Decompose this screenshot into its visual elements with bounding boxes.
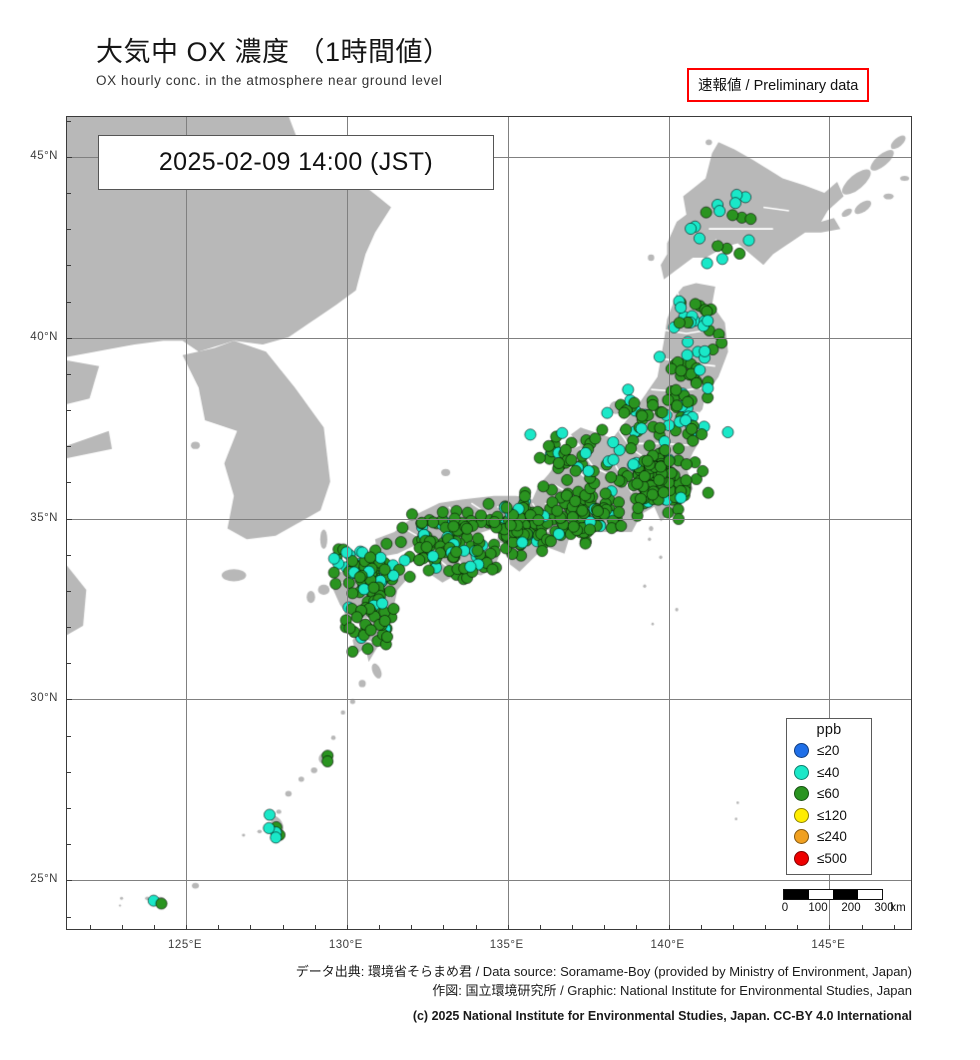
scale-bar-track [783,889,883,900]
axis-label-latitude: 40°N [30,330,58,343]
legend-item-label: ≤500 [817,850,847,866]
scale-bar-segment [784,890,809,899]
axis-label-latitude: 35°N [30,511,58,524]
scale-bar-label: 100 [808,902,828,914]
map-canvas[interactable] [67,117,911,929]
preliminary-data-badge: 速報値 / Preliminary data [687,68,870,102]
axis-label-longitude: 135°E [489,939,524,951]
legend-item-label: ≤40 [817,764,840,780]
legend-color-dot [794,807,809,823]
timestamp-text: 2025-02-09 14:00 (JST) [158,148,434,176]
axis-label-longitude: 125°E [168,939,202,951]
legend-item: ≤20 [787,740,871,762]
legend-title: ppb [816,722,842,738]
scale-bar: 0 100 200 300 km [781,889,907,916]
legend-item-label: ≤60 [817,786,840,802]
legend-color-dot [794,764,809,780]
legend-box: ppb ≤20 ≤40 ≤60 ≤120 ≤240 ≤500 [786,718,872,875]
legend-item: ≤120 [787,805,871,827]
axis-label-latitude: 25°N [30,873,58,886]
scale-bar-label: 300 [874,902,894,914]
axis-label-latitude: 30°N [30,692,58,705]
legend-item: ≤40 [787,762,871,784]
legend-color-dot [794,829,809,845]
legend-item: ≤500 [787,848,871,870]
axis-label-longitude: 140°E [650,939,685,951]
scale-bar-label: 0 [781,902,789,914]
scale-bar-segment [833,890,858,899]
scale-bar-label: 200 [841,902,861,914]
scale-bar-labels: 0 100 200 300 km [781,902,907,916]
timestamp-box: 2025-02-09 14:00 (JST) [98,135,494,190]
axis-label-latitude: 45°N [30,149,58,162]
legend-color-dot [794,850,809,866]
scale-bar-segment [857,890,882,899]
legend-item: ≤240 [787,826,871,848]
legend-item-label: ≤120 [817,807,847,823]
legend-item-label: ≤20 [817,743,840,759]
page-subtitle: OX hourly conc. in the atmosphere near g… [96,72,443,88]
legend-rows: ≤20 ≤40 ≤60 ≤120 ≤240 ≤500 [787,740,871,869]
footer-data-source: データ出典: 環境省そらまめ君 / Data source: Soramame-… [295,964,912,979]
legend-color-dot [794,743,809,759]
legend-color-dot [794,786,809,802]
footer: データ出典: 環境省そらまめ君 / Data source: Soramame-… [0,962,980,1026]
map-plot-area[interactable] [66,116,912,930]
page-title: 大気中 OX 濃度 （1時間値） [96,37,451,67]
title-block: 大気中 OX 濃度 （1時間値） OX hourly conc. in the … [96,37,451,88]
scale-bar-segment [808,890,833,899]
legend-item-label: ≤240 [817,829,847,845]
axis-label-longitude: 145°E [811,939,846,951]
footer-graphic-credit: 作図: 国立環境研究所 / Graphic: National Institut… [432,983,912,998]
footer-copyright: (c) 2025 National Institute for Environm… [412,1009,912,1023]
axis-label-longitude: 130°E [328,939,363,951]
scale-bar-unit: km [890,902,906,914]
legend-item: ≤60 [787,783,871,805]
